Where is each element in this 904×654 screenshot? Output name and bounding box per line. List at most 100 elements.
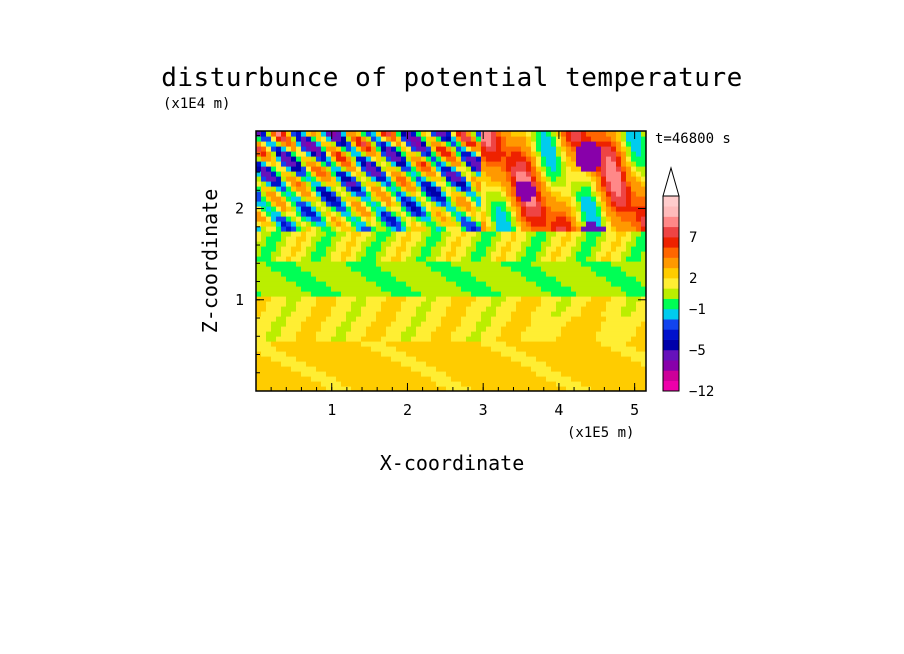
field-cell <box>326 276 332 282</box>
field-cell <box>531 246 537 252</box>
field-cell <box>536 191 542 197</box>
field-cell <box>406 251 412 257</box>
field-cell <box>481 376 487 382</box>
field-cell <box>261 166 267 172</box>
field-cell <box>536 361 542 367</box>
field-cell <box>641 201 646 207</box>
field-cell <box>266 266 272 272</box>
field-cell <box>306 156 312 162</box>
field-cell <box>306 301 312 307</box>
field-cell <box>406 236 412 242</box>
field-cell <box>256 376 262 382</box>
field-cell <box>441 286 447 292</box>
field-cell <box>631 216 637 222</box>
field-cell <box>446 341 452 347</box>
field-cell <box>261 371 267 377</box>
field-cell <box>361 141 367 147</box>
field-cell <box>491 181 497 187</box>
field-cell <box>271 266 277 272</box>
field-cell <box>626 181 632 187</box>
field-cell <box>631 341 637 347</box>
field-cell <box>291 381 297 387</box>
field-cell <box>301 231 307 237</box>
field-cell <box>501 381 507 387</box>
field-cell <box>356 301 362 307</box>
field-cell <box>406 136 412 142</box>
field-cell <box>416 211 422 217</box>
field-cell <box>301 211 307 217</box>
field-cell <box>411 336 417 342</box>
field-cell <box>266 256 272 262</box>
field-cell <box>531 356 537 362</box>
field-cell <box>511 246 517 252</box>
field-cell <box>561 221 567 227</box>
field-cell <box>501 241 507 247</box>
field-cell <box>476 171 482 177</box>
field-cell <box>581 196 587 202</box>
field-cell <box>641 351 646 357</box>
field-cell <box>526 356 532 362</box>
field-cell <box>641 131 646 137</box>
field-cell <box>611 336 617 342</box>
field-cell <box>571 271 577 277</box>
field-cell <box>416 291 422 297</box>
field-cell <box>331 321 337 327</box>
field-cell <box>296 286 302 292</box>
field-cell <box>541 191 547 197</box>
field-cell <box>296 341 302 347</box>
field-cell <box>491 341 497 347</box>
field-cell <box>481 186 487 192</box>
field-cell <box>406 276 412 282</box>
field-cell <box>506 256 512 262</box>
field-cell <box>636 256 642 262</box>
field-cell <box>591 221 597 227</box>
field-cell <box>426 226 432 232</box>
field-cell <box>561 161 567 167</box>
field-cell <box>281 141 287 147</box>
field-cell <box>541 276 547 282</box>
field-cell <box>466 181 472 187</box>
field-cell <box>526 166 532 172</box>
field-cell <box>616 166 622 172</box>
field-cell <box>621 271 627 277</box>
field-cell <box>336 286 342 292</box>
field-cell <box>321 181 327 187</box>
field-cell <box>501 321 507 327</box>
field-cell <box>536 136 542 142</box>
field-cell <box>346 136 352 142</box>
field-cell <box>601 206 607 212</box>
field-cell <box>301 186 307 192</box>
field-cell <box>271 381 277 387</box>
field-cell <box>566 211 572 217</box>
field-cell <box>611 351 617 357</box>
field-cell <box>551 136 557 142</box>
field-cell <box>506 216 512 222</box>
field-cell <box>351 231 357 237</box>
field-cell <box>616 216 622 222</box>
field-cell <box>451 361 457 367</box>
field-cell <box>461 361 467 367</box>
field-cell <box>481 286 487 292</box>
field-cell <box>361 341 367 347</box>
field-cell <box>416 226 422 232</box>
field-cell <box>306 336 312 342</box>
field-cell <box>361 256 367 262</box>
field-cell <box>631 196 637 202</box>
field-cell <box>526 171 532 177</box>
field-cell <box>386 386 392 391</box>
field-cell <box>476 196 482 202</box>
field-cell <box>431 366 437 372</box>
field-cell <box>396 161 402 167</box>
field-cell <box>426 371 432 377</box>
field-cell <box>466 326 472 332</box>
field-cell <box>256 291 262 297</box>
field-cell <box>576 361 582 367</box>
field-cell <box>361 261 367 267</box>
field-cell <box>451 211 457 217</box>
field-cell <box>556 216 562 222</box>
field-cell <box>291 246 297 252</box>
field-cell <box>601 136 607 142</box>
field-cell <box>461 261 467 267</box>
field-cell <box>316 336 322 342</box>
colorbar-swatch <box>663 278 679 289</box>
